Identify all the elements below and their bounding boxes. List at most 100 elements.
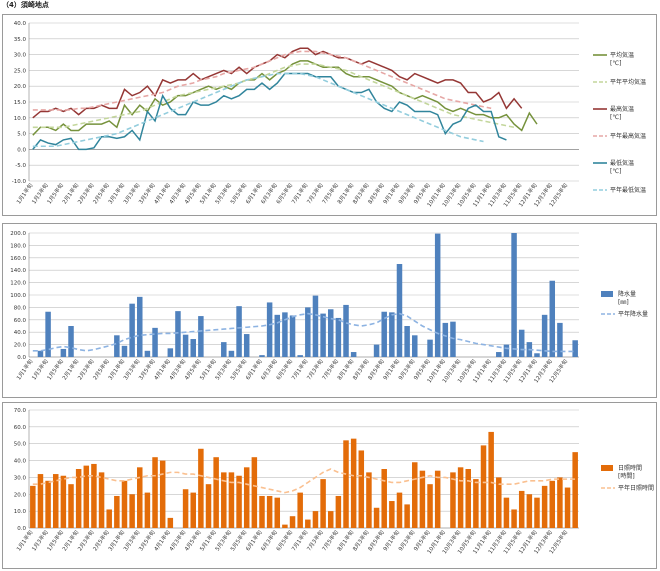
bar: [83, 465, 90, 528]
bar: [496, 352, 502, 357]
y-tick-label: 10.0: [14, 509, 27, 515]
bar: [167, 348, 174, 357]
y-tick-label: -10.0: [12, 179, 27, 185]
sunshine-chart: 0.010.020.030.040.050.060.070.01月1半旬1月3半…: [14, 408, 654, 555]
series-line: [32, 468, 576, 494]
bar: [511, 233, 517, 357]
bar: [236, 475, 242, 528]
bar: [549, 280, 556, 357]
bar: [297, 355, 303, 357]
bar: [198, 448, 204, 528]
y-tick-label: 30.0: [14, 53, 27, 59]
bar: [518, 490, 525, 528]
bar: [442, 322, 449, 357]
series-line: [32, 72, 507, 151]
bar: [190, 339, 196, 357]
bar: [228, 472, 235, 528]
bar: [503, 497, 510, 528]
bar: [221, 342, 227, 357]
bar: [396, 492, 403, 528]
bar: [427, 339, 433, 357]
bar: [259, 355, 265, 357]
bar: [221, 472, 227, 528]
legend-unit: [℃]: [610, 114, 621, 121]
sunshine-chart-panel: 0.0 10.0 20.0 30.0 40.0 50.0 60.0 70.0 1月1半旬 1月3半…: [2, 402, 657, 569]
bar: [75, 469, 82, 528]
bar: [518, 329, 525, 357]
bar: [549, 480, 556, 528]
bar: [572, 340, 578, 357]
page-title: （4）須崎地点: [2, 1, 49, 9]
bar: [450, 321, 456, 357]
bar: [541, 485, 548, 528]
bar: [412, 462, 418, 528]
bar: [236, 306, 242, 357]
bar: [121, 480, 128, 528]
bar: [358, 450, 365, 528]
precipitation-chart: 0.0 20.0 40.0 60.0 80.0 100.0 120.0 140.0 160.0 1…: [10, 231, 648, 384]
bar: [144, 492, 151, 528]
y-tick-label: 60.0: [14, 318, 27, 324]
bar: [289, 516, 296, 528]
legend-label: 平年日照時間: [618, 484, 654, 492]
legend-label: 平年平均気温: [610, 78, 646, 86]
y-tick-label: 5.0: [17, 132, 26, 138]
legend-unit: [℃]: [610, 60, 621, 67]
series-line: [32, 47, 523, 119]
y-tick-label: -5.0: [15, 163, 26, 169]
series-line: [32, 50, 492, 111]
bar: [389, 312, 395, 357]
bar: [534, 497, 540, 528]
bar: [320, 479, 326, 528]
bar: [488, 431, 494, 528]
y-tick-label: 120.0: [10, 281, 26, 287]
bar: [106, 509, 112, 528]
y-tick-label: 40.0: [14, 21, 27, 27]
y-tick-label: 50.0: [14, 442, 27, 448]
bar: [30, 485, 36, 528]
bar: [282, 524, 288, 528]
bar: [137, 467, 143, 528]
bar: [557, 322, 563, 357]
y-tick-label: 70.0: [14, 408, 27, 414]
bar: [389, 501, 395, 528]
y-tick-label: 200.0: [10, 231, 26, 237]
y-tick-label: 20.0: [14, 84, 27, 90]
bar: [427, 484, 433, 528]
bar: [243, 467, 250, 528]
bar: [503, 344, 510, 357]
bar: [114, 335, 120, 357]
bar: [320, 313, 326, 357]
bar: [175, 311, 181, 357]
bar: [450, 472, 456, 528]
bar: [266, 302, 273, 357]
y-tick-label: 40.0: [14, 459, 27, 465]
series-line: [32, 72, 484, 148]
bar: [213, 457, 219, 528]
bar: [412, 335, 418, 357]
legend-label: 平均気温: [610, 51, 634, 59]
bar: [45, 480, 51, 528]
series-line: [32, 312, 576, 353]
bar: [526, 494, 533, 528]
bar: [37, 350, 44, 357]
legend-label: 降水量: [618, 290, 636, 298]
bar: [434, 470, 441, 528]
bar: [289, 315, 296, 357]
bar: [557, 477, 563, 528]
y-tick-label: 60.0: [14, 425, 27, 431]
bar: [129, 494, 135, 528]
bar: [534, 353, 540, 357]
legend-label: 平年最低気温: [610, 186, 646, 194]
y-tick-label: 160.0: [10, 256, 26, 262]
bar: [343, 440, 349, 528]
bar: [572, 452, 578, 528]
bar: [312, 295, 319, 357]
bar: [52, 474, 59, 528]
bar: [335, 495, 342, 528]
bar: [259, 495, 265, 528]
bar: [465, 469, 471, 528]
bar: [144, 350, 151, 357]
bar: [305, 519, 311, 528]
series-line: [32, 63, 515, 129]
